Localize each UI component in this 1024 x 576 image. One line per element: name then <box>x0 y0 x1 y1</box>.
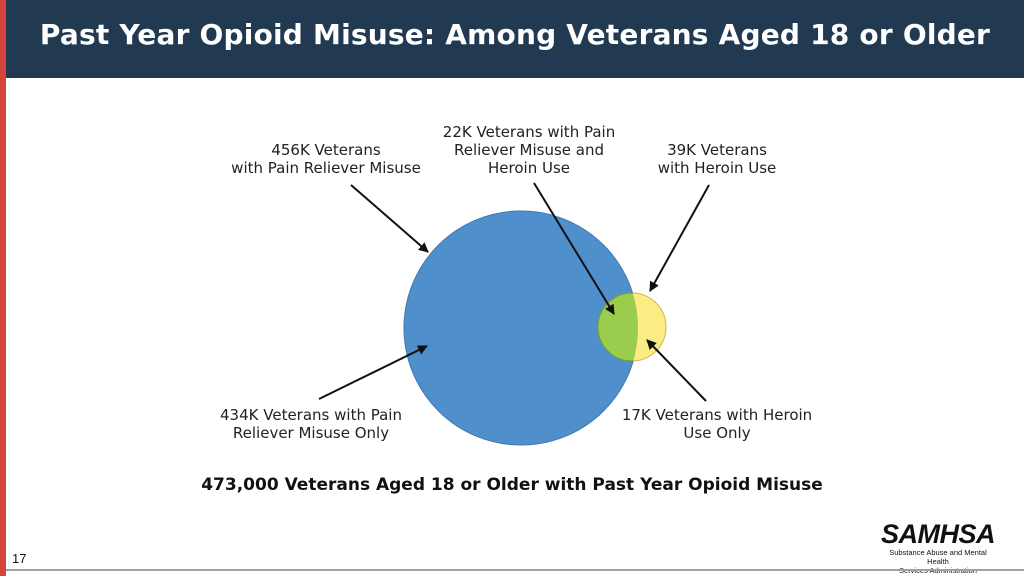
slide-title: Past Year Opioid Misuse: Among Veterans … <box>39 18 991 51</box>
arrow-heroin-only <box>646 339 707 402</box>
logo-wordmark: SAMHSA <box>880 519 996 549</box>
label-pain-reliever-misuse: 456K Veterans with Pain Reliever Misuse <box>231 141 421 177</box>
bottom-divider <box>6 569 1024 571</box>
arrow-pain-reliever-only <box>318 345 428 400</box>
left-accent-bar <box>0 0 6 576</box>
title-bar: Past Year Opioid Misuse: Among Veterans … <box>6 0 1024 78</box>
overlap-region <box>598 293 638 361</box>
label-both: 22K Veterans with Pain Reliever Misuse a… <box>442 123 616 177</box>
arrow-heroin-use <box>649 184 710 292</box>
arrow-pain-reliever-misuse <box>350 184 429 253</box>
label-heroin-use: 39K Veterans with Heroin Use <box>657 141 777 177</box>
arrow-both <box>533 182 615 315</box>
label-heroin-only: 17K Veterans with Heroin Use Only <box>621 406 813 442</box>
page-number: 17 <box>12 551 27 566</box>
label-pain-reliever-only: 434K Veterans with Pain Reliever Misuse … <box>220 406 402 442</box>
samhsa-logo: SAMHSA Substance Abuse and Mental Health… <box>878 520 998 575</box>
summary-total: 473,000 Veterans Aged 18 or Older with P… <box>201 475 823 495</box>
